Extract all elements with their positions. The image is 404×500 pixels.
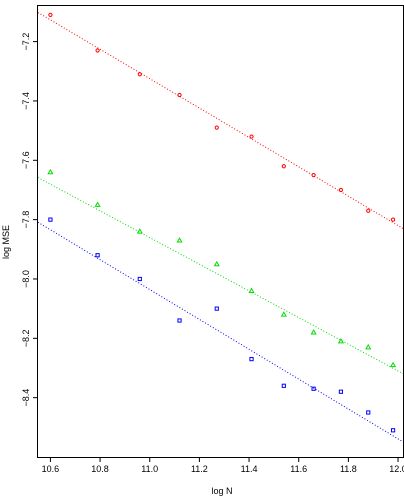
data-point (338, 187, 344, 193)
data-point (311, 386, 316, 391)
x-tick-label: 11.4 (241, 464, 258, 474)
x-tick-label: 11.8 (340, 464, 357, 474)
data-point (94, 201, 101, 207)
data-point (249, 356, 254, 362)
data-point (177, 318, 182, 323)
x-tick-label: 11.2 (191, 464, 208, 474)
y-tick-label: −7.4 (21, 92, 31, 110)
data-point (338, 389, 344, 394)
data-point (281, 164, 286, 169)
y-tick-label: −7.8 (21, 211, 31, 229)
x-tick-label: 11.6 (290, 464, 307, 474)
data-point (311, 173, 316, 178)
y-tick-label: −8.0 (21, 270, 31, 288)
data-point (366, 208, 371, 213)
data-point (281, 383, 286, 388)
data-point (365, 343, 372, 350)
data-point (248, 287, 255, 293)
x-tick-label: 12.0 (389, 464, 404, 474)
plot-frame (37, 5, 404, 458)
data-point (366, 410, 371, 415)
data-point (390, 361, 397, 368)
data-point (47, 168, 54, 175)
y-axis: −7.2 −7.4 −7.6 −7.8 −8.0 −8.2 −8.4 (21, 33, 38, 407)
y-tick-label: −7.2 (21, 33, 31, 51)
x-axis-label: log N (211, 486, 232, 496)
data-point (48, 217, 53, 222)
x-tick-label: 10.8 (91, 464, 109, 474)
data-point (137, 276, 142, 282)
series-3 (37, 217, 404, 443)
series-layer (37, 12, 404, 443)
x-tick-label: 10.6 (42, 464, 60, 474)
y-tick-label: −8.2 (21, 329, 31, 347)
data-point (177, 92, 182, 98)
series-1 (37, 12, 404, 229)
series-2 (37, 168, 404, 375)
data-point (249, 134, 254, 139)
y-tick-label: −7.6 (21, 151, 31, 169)
data-point (213, 260, 220, 267)
fit-line (37, 12, 404, 229)
x-tick-label: 11.0 (141, 464, 158, 474)
data-point (390, 217, 396, 222)
y-axis-label: log MSE (1, 225, 11, 259)
data-point (48, 12, 53, 18)
data-point (136, 228, 143, 234)
data-point (214, 125, 219, 130)
data-point (214, 306, 219, 311)
data-point (176, 237, 183, 243)
x-axis: 10.6 10.8 11.0 11.2 11.4 11.6 11.8 12.0 (42, 457, 404, 474)
data-point (95, 48, 100, 53)
data-point (280, 311, 287, 317)
data-point (95, 253, 100, 258)
data-point (137, 72, 142, 77)
y-tick-label: −8.4 (21, 389, 31, 407)
fit-line (37, 221, 404, 443)
data-point (310, 329, 317, 335)
data-point (337, 337, 344, 344)
fit-line (37, 177, 404, 375)
data-point (390, 428, 396, 433)
